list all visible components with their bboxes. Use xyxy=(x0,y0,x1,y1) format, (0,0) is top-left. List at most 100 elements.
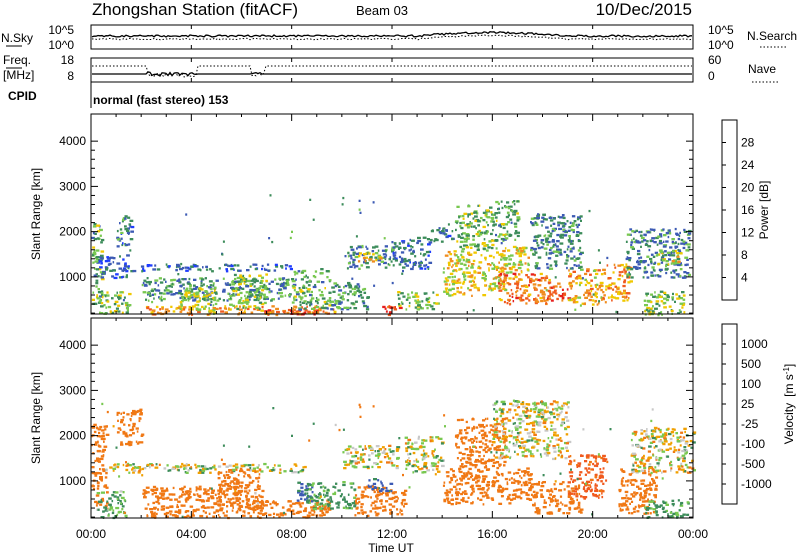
power-echo-cell xyxy=(615,297,619,300)
velocity-echo-cell xyxy=(210,491,215,494)
power-echo-cell xyxy=(193,287,197,290)
velocity-echo-cell xyxy=(520,492,523,495)
velocity-echo-cell xyxy=(200,471,205,474)
power-echo-cell xyxy=(130,225,135,229)
velocity-echo-cell xyxy=(388,444,392,447)
power-echo-cell xyxy=(451,294,454,297)
velocity-echo-cell xyxy=(378,448,382,451)
velocity-echo-cell xyxy=(380,482,383,485)
freq-unit-label: [MHz] xyxy=(3,68,34,82)
power-echo-cell xyxy=(344,255,347,258)
power-echo-cell xyxy=(163,278,166,281)
power-echo-cell xyxy=(426,307,429,310)
velocity-echo-cell xyxy=(589,460,592,464)
power-echo-cell xyxy=(612,271,615,274)
velocity-echo-cell xyxy=(584,467,587,470)
power-colorbar-tick-label: 12 xyxy=(741,226,755,240)
velocity-echo-cell xyxy=(226,493,229,496)
power-echo-cell xyxy=(222,288,226,291)
power-echo-cell xyxy=(573,259,577,262)
power-echo-cell xyxy=(514,225,518,228)
power-echo-cell xyxy=(101,272,103,276)
power-echo-cell xyxy=(573,220,577,223)
velocity-echo-cell xyxy=(314,503,317,506)
power-colorbar-tick-label: 24 xyxy=(741,158,755,172)
velocity-echo-cell xyxy=(347,493,350,496)
velocity-echo-cell xyxy=(304,465,307,469)
power-echo-cell xyxy=(491,282,496,286)
velocity-echo-cell xyxy=(497,430,501,433)
power-echo-cell xyxy=(576,218,580,221)
power-echo-cell xyxy=(398,306,403,310)
power-echo-cell xyxy=(557,248,561,251)
power-echo-cell xyxy=(558,227,563,231)
power-echo-cell xyxy=(595,285,598,288)
power-echo-cell xyxy=(567,255,570,258)
power-echo-cell xyxy=(148,308,152,311)
velocity-echo-cell xyxy=(195,489,198,492)
velocity-echo-cell xyxy=(371,501,375,505)
power-echo-cell xyxy=(516,217,521,221)
velocity-echo-cell xyxy=(599,474,603,477)
velocity-echo-cell xyxy=(565,446,568,449)
velocity-echo-cell xyxy=(500,412,505,415)
power-echo-cell xyxy=(512,245,517,249)
power-echo-cell xyxy=(227,264,229,267)
power-echo-cell xyxy=(189,311,191,314)
power-echo-cell xyxy=(254,267,258,271)
velocity-echo-cell xyxy=(143,496,147,499)
power-echo-cell xyxy=(427,254,430,257)
velocity-echo-cell xyxy=(590,454,594,457)
velocity-echo-cell xyxy=(585,490,588,493)
power-echo-cell xyxy=(165,263,168,266)
power-echo-cell xyxy=(248,290,252,294)
velocity-echo-cell xyxy=(490,497,494,500)
velocity-echo-cell xyxy=(478,479,480,482)
power-echo-cell xyxy=(590,279,593,282)
power-echo-cell xyxy=(679,297,684,300)
velocity-echo-cell xyxy=(430,462,435,465)
velocity-echo-cell xyxy=(540,485,545,488)
power-echo-cell xyxy=(253,281,257,284)
power-echo-cell xyxy=(146,277,149,280)
power-echo-cell xyxy=(352,261,355,264)
velocity-echo-cell xyxy=(195,508,200,511)
velocity-echo-cell xyxy=(261,489,265,493)
power-echo-cell xyxy=(449,272,454,275)
velocity-echo-cell xyxy=(200,465,205,468)
power-echo-cell xyxy=(579,232,583,235)
power-echo-cell xyxy=(495,265,499,269)
velocity-echo-cell xyxy=(508,450,510,453)
power-echo-cell xyxy=(535,278,538,281)
power-echo-cell xyxy=(299,303,302,307)
power-echo-cell xyxy=(280,295,284,298)
velocity-echo-cell xyxy=(223,514,228,517)
velocity-echo-cell xyxy=(459,465,463,468)
power-echo-cell xyxy=(122,258,125,261)
power-echo-cell xyxy=(534,287,538,290)
velocity-echo-cell xyxy=(508,441,511,444)
power-echo-cell xyxy=(538,213,541,216)
velocity-echo-cell xyxy=(233,488,237,491)
velocity-echo-cell xyxy=(189,487,192,490)
velocity-echo-cell xyxy=(497,445,501,448)
velocity-echo-cell xyxy=(525,415,528,418)
velocity-echo-cell xyxy=(549,402,554,406)
velocity-echo-cell xyxy=(567,490,571,493)
velocity-echo-cell xyxy=(254,470,257,474)
velocity-echo-cell xyxy=(515,471,520,475)
power-echo-cell xyxy=(465,244,469,247)
power-echo-cell xyxy=(536,267,541,270)
power-echo-cell xyxy=(470,246,473,249)
power-echo-cell xyxy=(261,306,264,309)
power-echo-cell xyxy=(223,307,227,310)
velocity-echo-cell xyxy=(520,490,524,494)
velocity-echo-cell xyxy=(503,439,508,442)
velocity-echo-cell xyxy=(415,458,418,461)
power-echo-cell xyxy=(482,294,487,297)
power-echo-cell xyxy=(241,311,245,314)
power-echo-cell xyxy=(481,276,485,280)
power-echo-cell xyxy=(578,252,583,256)
power-echo-cell xyxy=(398,263,402,266)
